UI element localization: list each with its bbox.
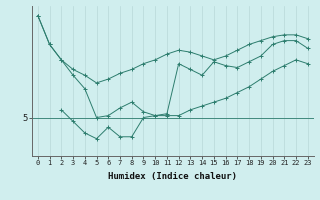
X-axis label: Humidex (Indice chaleur): Humidex (Indice chaleur): [108, 172, 237, 181]
